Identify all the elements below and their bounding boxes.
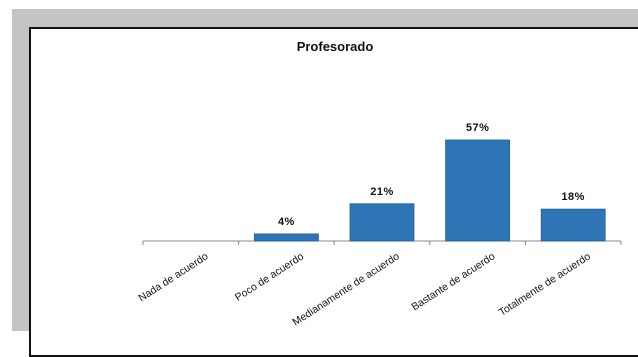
data-label: 4%: [278, 216, 295, 228]
bar: [540, 208, 606, 242]
chart-frame: [29, 27, 638, 357]
chart-title: Profesorado: [297, 39, 374, 54]
x-tick-label: Bastante de acuerdo: [409, 250, 497, 313]
plot-area: Nada de acuerdo 4% Poco de acuerdo 21% Media…: [136, 122, 622, 329]
x-tick-label: Poco de acuerdo: [233, 250, 306, 303]
data-label: 21%: [370, 186, 394, 198]
data-label: 57%: [466, 122, 490, 134]
x-tick-label: Totalmente de acuerdo: [497, 250, 593, 318]
bar-chart: Profesorado Nada de acuerdo 4% Poco de acu…: [136, 39, 622, 329]
bar: [445, 139, 511, 242]
bar: [349, 203, 415, 242]
data-label: 18%: [561, 191, 585, 203]
x-tick-label: Medianamente de acuerdo: [290, 250, 401, 328]
bar: [253, 233, 319, 242]
x-tick-label: Nada de acuerdo: [136, 250, 210, 304]
